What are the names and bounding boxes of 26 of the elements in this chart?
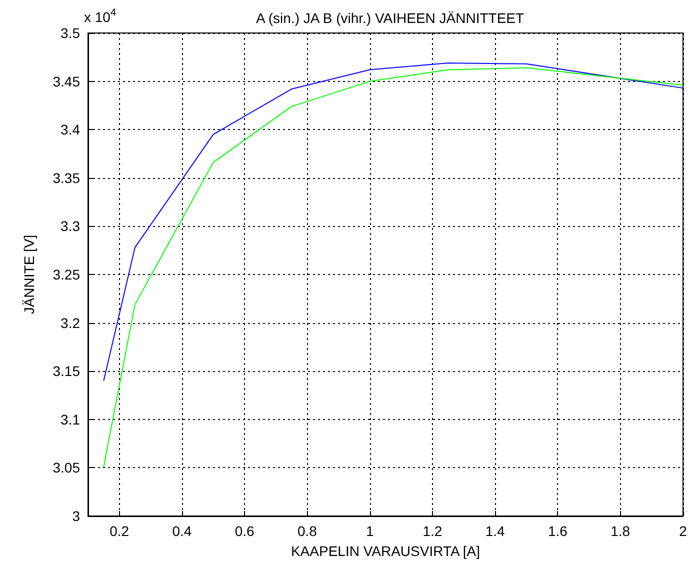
- x-tick-label: 2: [679, 523, 688, 539]
- x-tick-label: 0.6: [234, 523, 255, 539]
- x-tick-label: 1.8: [610, 523, 630, 539]
- y-tick-label: 3.3: [60, 218, 80, 234]
- x-tick-label: 1.6: [548, 523, 568, 539]
- y-tick-label: 3.4: [60, 122, 80, 138]
- x-tick-label: 0.4: [172, 523, 192, 539]
- x-axis-title: KAAPELIN VARAUSVIRTA [A]: [290, 543, 480, 559]
- x-tick-label: 1.4: [485, 523, 506, 539]
- y-tick-label: 3: [72, 508, 80, 524]
- y-tick-label: 3.25: [52, 266, 80, 282]
- chart-title: A (sin.) JA B (vihr.) VAIHEEN JÄNNITTEET: [256, 10, 525, 26]
- y-tick-label: 3.2: [60, 314, 80, 331]
- x-tick-label: 1.2: [422, 523, 442, 539]
- y-tick-label: 3.1: [60, 411, 80, 428]
- x-tick-label: 0.8: [297, 523, 318, 539]
- y-tick-label: 3.05: [52, 460, 80, 476]
- line-series: [103, 62, 684, 382]
- line-series: [103, 67, 684, 468]
- x-tick-label: 1: [366, 523, 374, 539]
- y-tick-label: 3.5: [60, 25, 80, 41]
- y-tick-label: 3.45: [52, 73, 80, 90]
- y-tick-label: 3.15: [52, 363, 80, 380]
- y-tick-label: 3.35: [52, 170, 80, 186]
- x-tick-label: 0.2: [110, 523, 130, 539]
- y-axis-title: JÄNNITE [V]: [21, 234, 37, 314]
